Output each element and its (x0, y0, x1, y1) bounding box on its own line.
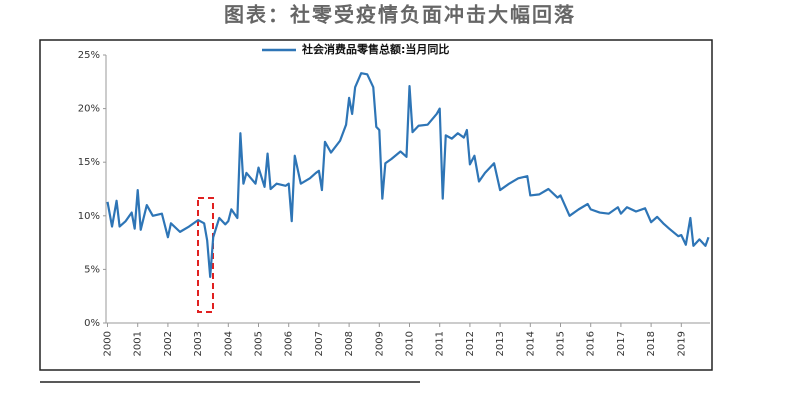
x-tick-label: 2007 (314, 331, 325, 356)
x-tick-label: 2002 (163, 331, 174, 356)
x-tick-label: 2019 (676, 331, 687, 356)
x-tick-label: 2014 (525, 331, 536, 356)
x-tick-label: 2010 (405, 331, 416, 356)
y-tick-label: 10% (78, 211, 100, 222)
x-tick-label: 2003 (193, 331, 204, 356)
x-tick-label: 2018 (646, 331, 657, 356)
x-tick-label: 2005 (254, 331, 265, 356)
x-tick-label: 2008 (344, 331, 355, 356)
x-tick-label: 2012 (465, 331, 476, 356)
x-tick-label: 2009 (374, 331, 385, 356)
y-tick-label: 25% (78, 50, 100, 61)
y-tick-label: 15% (78, 157, 100, 168)
y-tick-label: 0% (84, 318, 100, 329)
y-tick-label: 5% (84, 264, 100, 275)
x-tick-label: 2006 (284, 331, 295, 356)
x-tick-label: 2015 (556, 331, 567, 356)
y-tick-label: 20% (78, 104, 100, 115)
x-tick-label: 2004 (223, 331, 234, 356)
x-tick-label: 2017 (616, 331, 627, 356)
x-tick-label: 2011 (435, 331, 446, 356)
series-line (106, 72, 710, 279)
highlight-box (197, 197, 214, 313)
x-tick-label: 2000 (103, 331, 114, 356)
chart-title: 图表：社零受疫情负面冲击大幅回落 (224, 3, 576, 27)
x-tick-label: 2016 (586, 331, 597, 356)
x-tick-label: 2013 (495, 331, 506, 356)
legend-label: 社会消费品零售总额:当月同比 (301, 42, 449, 56)
chart-frame (39, 39, 713, 371)
x-tick-label: 2001 (133, 331, 144, 356)
